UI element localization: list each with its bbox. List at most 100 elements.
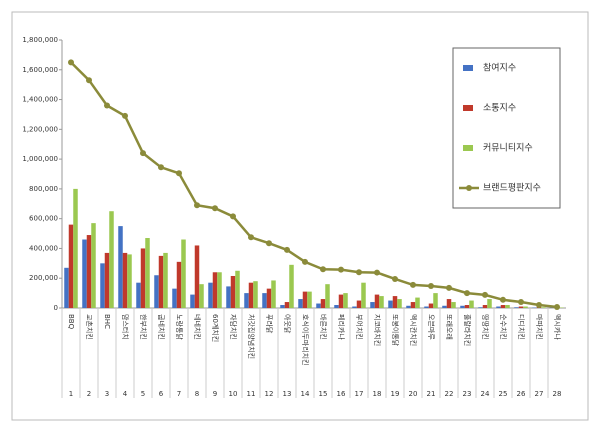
legend-box bbox=[452, 47, 561, 209]
bar bbox=[262, 293, 267, 308]
bar bbox=[451, 302, 456, 308]
bar bbox=[145, 238, 150, 308]
line bbox=[70, 61, 558, 309]
x-tick-label: 처갓집양념치킨 bbox=[247, 314, 256, 359]
bar bbox=[302, 291, 308, 308]
y-tick-label: 1,200,000 bbox=[22, 125, 58, 133]
y-tick-label: 200,000 bbox=[29, 274, 58, 282]
bar bbox=[140, 248, 146, 308]
x-tick-number: 9 bbox=[213, 390, 217, 398]
bar bbox=[518, 306, 524, 308]
x-tick-label: 부어치킨 bbox=[355, 314, 364, 340]
x-tick-number: 21 bbox=[427, 390, 436, 398]
bar bbox=[266, 288, 272, 308]
bar bbox=[122, 252, 128, 308]
x-tick-label: 교촌치킨 bbox=[85, 314, 94, 340]
y-tick-label: 0 bbox=[54, 304, 58, 312]
x-tick-number: 22 bbox=[445, 390, 454, 398]
line-point bbox=[248, 234, 254, 241]
x-tick-label: 한부치킨 bbox=[139, 314, 148, 340]
bar bbox=[541, 307, 546, 308]
line-point bbox=[554, 303, 560, 310]
x-tick-label: BBQ bbox=[67, 314, 75, 330]
x-tick-number: 17 bbox=[355, 390, 364, 398]
bar bbox=[100, 263, 105, 308]
line-point bbox=[446, 284, 452, 291]
bar bbox=[271, 280, 276, 308]
bar bbox=[523, 306, 528, 308]
bar bbox=[307, 291, 312, 308]
x-tick-number: 20 bbox=[409, 390, 418, 398]
bar bbox=[73, 188, 78, 308]
bar bbox=[289, 264, 294, 308]
x-tick-number: 24 bbox=[481, 390, 490, 398]
x-tick-number: 16 bbox=[337, 390, 346, 398]
bar bbox=[361, 282, 366, 308]
line-point bbox=[518, 299, 524, 306]
bar bbox=[190, 294, 195, 308]
bar bbox=[478, 307, 483, 308]
x-tick-number: 4 bbox=[123, 390, 128, 398]
bar bbox=[388, 300, 393, 308]
bar bbox=[343, 293, 348, 308]
bar bbox=[469, 300, 474, 308]
x-tick-label: BHC bbox=[103, 314, 111, 329]
x-tick-label: 호식이두마리치킨 bbox=[301, 314, 310, 366]
y-tick-label: 800,000 bbox=[29, 185, 58, 193]
line-point bbox=[374, 269, 380, 276]
bar bbox=[253, 281, 258, 308]
x-tick-label: 디디치킨 bbox=[517, 314, 526, 340]
bar bbox=[325, 284, 330, 308]
x-tick-label: 멕시칸치킨 bbox=[409, 314, 418, 346]
line-point bbox=[266, 240, 272, 247]
y-tick-label: 1,800,000 bbox=[22, 36, 58, 44]
bar bbox=[91, 223, 96, 308]
bar bbox=[181, 239, 186, 308]
line-point bbox=[86, 77, 92, 84]
x-tick-label: 또래오래 bbox=[445, 314, 454, 340]
x-tick-number: 23 bbox=[463, 390, 472, 398]
bar bbox=[410, 302, 416, 308]
legend-swatch bbox=[463, 65, 473, 71]
bar bbox=[226, 286, 231, 308]
legend-label: 브랜드평판지수 bbox=[483, 183, 541, 194]
bar bbox=[244, 293, 249, 308]
line-point bbox=[284, 246, 290, 253]
x-tick-number: 14 bbox=[301, 390, 310, 398]
legend-swatch bbox=[463, 105, 473, 111]
bar bbox=[163, 252, 168, 308]
bar bbox=[127, 254, 132, 308]
line-point bbox=[482, 291, 488, 298]
x-tick-label: 60계치킨 bbox=[211, 314, 220, 342]
bar bbox=[370, 302, 375, 308]
x-tick-label: 또봉이통닭 bbox=[391, 314, 400, 347]
line-point bbox=[464, 290, 470, 297]
line-point bbox=[140, 150, 146, 157]
x-tick-number: 26 bbox=[517, 390, 526, 398]
bar bbox=[482, 305, 488, 308]
bar bbox=[424, 306, 429, 308]
bar bbox=[487, 299, 492, 308]
bar bbox=[379, 296, 384, 308]
y-tick-label: 400,000 bbox=[29, 244, 58, 252]
line-point bbox=[194, 202, 200, 209]
line-point bbox=[212, 205, 218, 212]
line-point bbox=[230, 213, 236, 220]
x-tick-label: 멕시카나 bbox=[553, 314, 562, 340]
x-tick-number: 25 bbox=[499, 390, 508, 398]
x-tick-label: 노랑통닭 bbox=[175, 314, 183, 340]
bar bbox=[320, 299, 326, 308]
bar bbox=[334, 305, 339, 308]
bar bbox=[392, 296, 398, 308]
line-point bbox=[392, 275, 398, 282]
bar bbox=[154, 275, 159, 308]
line-point bbox=[500, 296, 506, 303]
x-tick-number: 10 bbox=[229, 390, 238, 398]
x-tick-number: 5 bbox=[141, 390, 145, 398]
x-tick-number: 3 bbox=[105, 390, 109, 398]
bar bbox=[82, 239, 87, 308]
bar bbox=[118, 226, 123, 308]
x-tick-label: 굽네치킨 bbox=[157, 314, 166, 340]
bar bbox=[158, 255, 164, 308]
bar bbox=[514, 307, 519, 308]
